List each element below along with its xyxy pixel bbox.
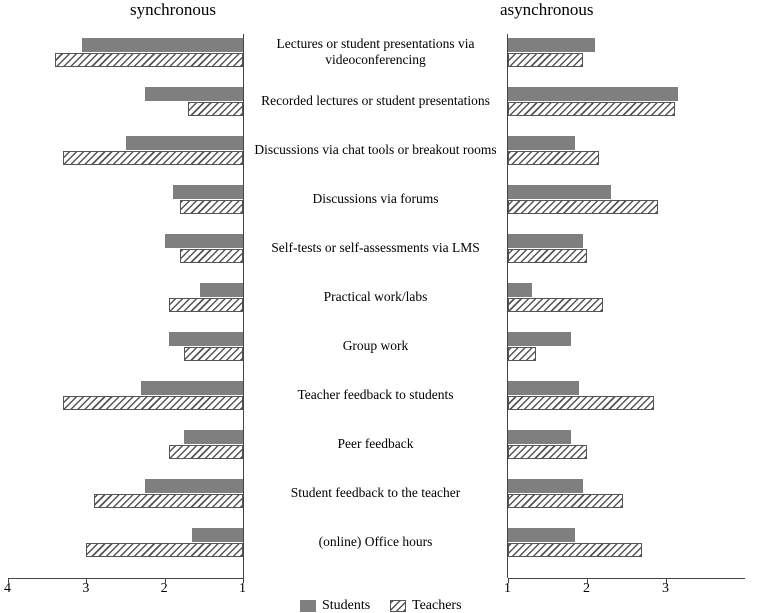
left-teachers-bar xyxy=(55,53,243,67)
left-teachers-bar xyxy=(184,347,243,361)
left-axis-tick-label: 2 xyxy=(161,581,168,597)
left-teachers-bar xyxy=(169,445,243,459)
category-label: Self-tests or self-assessments via LMS xyxy=(243,240,508,256)
legend-students-label: Students xyxy=(322,598,370,613)
left-panel-title: synchronous xyxy=(130,0,216,20)
left-axis-tick-label: 4 xyxy=(4,581,11,597)
right-axis-line xyxy=(508,578,745,579)
right-students-bar xyxy=(508,234,583,248)
legend-students-swatch xyxy=(300,600,316,612)
category-label: Group work xyxy=(243,338,508,354)
right-teachers-bar xyxy=(508,494,623,508)
left-students-bar xyxy=(200,283,243,297)
left-students-bar xyxy=(173,185,244,199)
left-teachers-bar xyxy=(169,298,243,312)
right-teachers-bar xyxy=(508,298,603,312)
category-label: Student feedback to the teacher xyxy=(243,485,508,501)
right-teachers-bar xyxy=(508,396,654,410)
right-teachers-bar xyxy=(508,249,587,263)
right-axis-tick-label: 3 xyxy=(662,581,669,597)
category-label: Discussions via forums xyxy=(243,191,508,207)
category-label: Practical work/labs xyxy=(243,289,508,305)
left-teachers-bar xyxy=(86,543,243,557)
right-teachers-bar xyxy=(508,543,642,557)
right-axis-tick-label: 2 xyxy=(583,581,590,597)
left-students-bar xyxy=(184,430,243,444)
right-students-bar xyxy=(508,283,532,297)
left-students-bar xyxy=(126,136,244,150)
left-axis-tick-label: 1 xyxy=(239,581,246,597)
right-students-bar xyxy=(508,430,571,444)
right-teachers-bar xyxy=(508,200,658,214)
category-label: Peer feedback xyxy=(243,436,508,452)
left-teachers-bar xyxy=(94,494,243,508)
left-students-bar xyxy=(145,87,243,101)
left-teachers-bar xyxy=(180,200,243,214)
category-label: Recorded lectures or student presentatio… xyxy=(243,93,508,109)
legend-teachers: Teachers xyxy=(390,598,462,613)
category-label: Lectures or student presentations viavid… xyxy=(243,36,508,67)
left-axis-tick-label: 3 xyxy=(82,581,89,597)
right-students-bar xyxy=(508,528,575,542)
right-students-bar xyxy=(508,87,678,101)
right-students-bar xyxy=(508,185,611,199)
left-students-bar xyxy=(141,381,243,395)
butterfly-chart: synchronous asynchronous Students Teache… xyxy=(0,0,767,613)
left-axis-line xyxy=(8,578,243,579)
left-students-bar xyxy=(145,479,243,493)
left-students-bar xyxy=(192,528,243,542)
right-teachers-bar xyxy=(508,151,599,165)
right-students-bar xyxy=(508,38,595,52)
right-students-bar xyxy=(508,136,575,150)
right-panel-title: asynchronous xyxy=(500,0,593,20)
legend-teachers-label: Teachers xyxy=(412,598,462,613)
right-students-bar xyxy=(508,381,579,395)
left-students-bar xyxy=(82,38,243,52)
left-teachers-bar xyxy=(188,102,243,116)
right-teachers-bar xyxy=(508,347,536,361)
right-axis-tick-label: 1 xyxy=(504,581,511,597)
left-teachers-bar xyxy=(180,249,243,263)
left-students-bar xyxy=(169,332,243,346)
right-teachers-bar xyxy=(508,445,587,459)
left-teachers-bar xyxy=(63,396,243,410)
right-students-bar xyxy=(508,479,583,493)
category-label: Teacher feedback to students xyxy=(243,387,508,403)
left-students-bar xyxy=(165,234,243,248)
category-label: Discussions via chat tools or breakout r… xyxy=(243,142,508,158)
legend-students: Students xyxy=(300,598,370,613)
legend-teachers-swatch xyxy=(390,600,406,612)
category-label: (online) Office hours xyxy=(243,534,508,550)
right-students-bar xyxy=(508,332,571,346)
right-teachers-bar xyxy=(508,102,675,116)
right-teachers-bar xyxy=(508,53,583,67)
left-teachers-bar xyxy=(63,151,243,165)
